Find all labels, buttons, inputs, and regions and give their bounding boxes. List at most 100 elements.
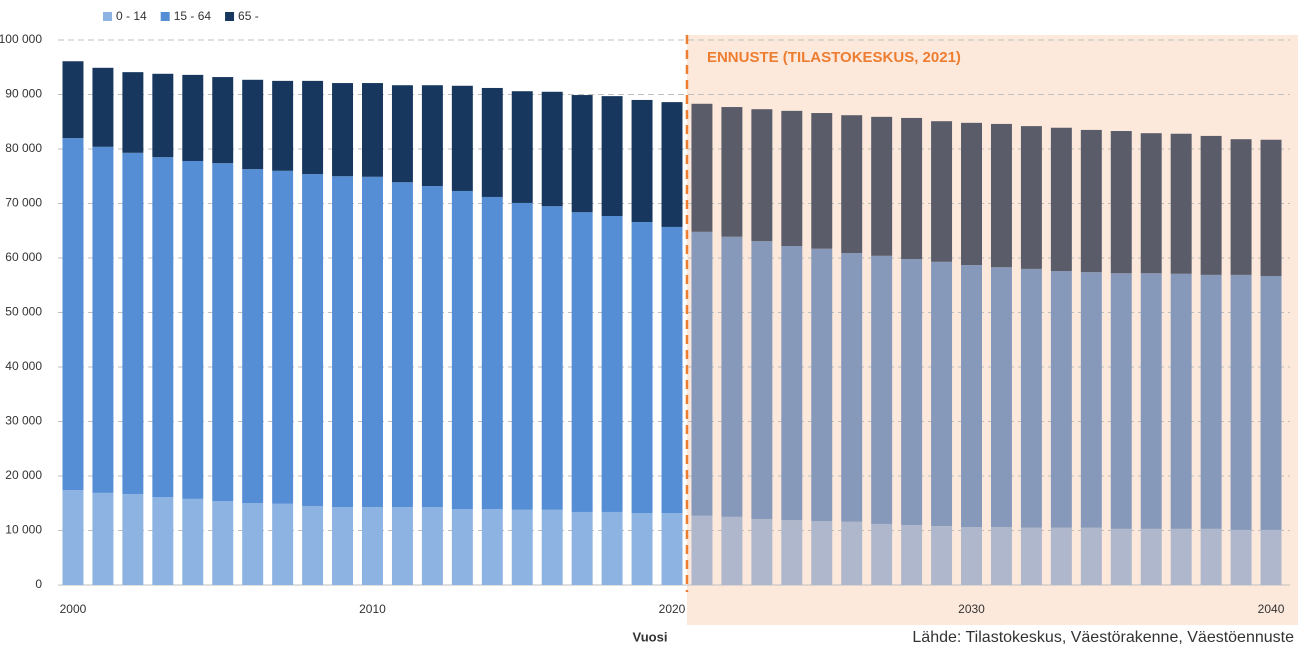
bar-segment — [811, 521, 833, 585]
bar-segment — [841, 115, 863, 254]
bar-segment — [272, 170, 294, 504]
bar-segment — [62, 61, 84, 139]
bar-segment — [1020, 268, 1042, 528]
bar-segment — [1020, 527, 1042, 585]
bar-segment — [451, 190, 473, 510]
bar-segment — [721, 107, 743, 237]
bar-segment — [661, 102, 683, 227]
y-tick-label: 50 000 — [5, 305, 42, 319]
bar-segment — [1200, 274, 1222, 529]
bar-segment — [990, 527, 1012, 585]
y-tick-label: 30 000 — [5, 414, 42, 428]
bar-segment — [841, 253, 863, 522]
bar-segment — [242, 79, 264, 170]
bar-segment — [1110, 528, 1132, 585]
bar-segment — [152, 73, 174, 158]
bar-segment — [601, 511, 623, 585]
bar-segment — [1170, 133, 1192, 274]
bar-segment — [62, 138, 84, 491]
bar-segment — [781, 520, 803, 585]
bar-segment — [871, 116, 893, 256]
bar-segment — [122, 152, 144, 494]
bar-segment — [421, 85, 443, 187]
bar-segment — [122, 72, 144, 153]
bar-segment — [182, 160, 204, 499]
bar-segment — [931, 261, 953, 527]
bar-segment — [901, 117, 923, 260]
bar-segment — [332, 83, 354, 177]
bar-segment — [961, 527, 982, 585]
bar-segment — [511, 202, 533, 510]
bar-segment — [691, 103, 713, 232]
legend-label: 0 - 14 — [116, 9, 147, 23]
legend-swatch — [103, 12, 112, 21]
bar-segment — [721, 236, 743, 517]
y-tick-label: 80 000 — [5, 141, 42, 155]
bar-segment — [302, 174, 324, 506]
bar-segment — [1230, 139, 1252, 275]
bar-segment — [1230, 529, 1252, 585]
bar-segment — [691, 515, 713, 585]
y-tick-label: 20 000 — [5, 468, 42, 482]
bar-segment — [1140, 528, 1162, 585]
bar-segment — [212, 77, 234, 164]
bar-segment — [631, 513, 653, 585]
bar-segment — [391, 507, 413, 585]
x-tick-label: 2030 — [958, 602, 985, 616]
bar-segment — [481, 196, 503, 510]
x-tick-label: 2040 — [1258, 602, 1285, 616]
bar-segment — [92, 67, 114, 147]
bar-segment — [451, 509, 473, 585]
bar-segment — [1050, 127, 1072, 272]
bar-segment — [1170, 273, 1192, 529]
bar-segment — [302, 505, 324, 585]
bar-segment — [751, 519, 773, 585]
bar-segment — [751, 109, 773, 242]
bar-segment — [571, 212, 593, 512]
x-tick-label: 2000 — [60, 602, 87, 616]
bar-segment — [451, 85, 473, 191]
bar-segment — [631, 222, 653, 514]
bar-segment — [481, 509, 503, 585]
bar-segment — [990, 267, 1012, 528]
legend-swatch — [160, 12, 170, 21]
y-tick-label: 40 000 — [5, 359, 42, 373]
bar-segment — [661, 226, 683, 514]
bar-segment — [152, 157, 174, 498]
y-tick-label: 70 000 — [5, 196, 42, 210]
bar-segment — [391, 85, 413, 183]
bar-segment — [212, 501, 234, 585]
bar-segment — [1110, 131, 1132, 274]
bar-segment — [931, 526, 953, 585]
bar-segment — [362, 176, 383, 508]
bar-segment — [1050, 527, 1072, 585]
bar-segment — [661, 513, 683, 585]
bar-segment — [691, 231, 713, 516]
legend-swatch — [225, 12, 235, 21]
forecast-label: ENNUSTE (TILASTOKESKUS, 2021) — [707, 49, 961, 66]
bar-segment — [541, 206, 563, 510]
bar-segment — [1080, 129, 1102, 273]
bar-segment — [601, 216, 623, 512]
bar-segment — [242, 169, 264, 504]
bar-segment — [571, 511, 593, 585]
bar-segment — [362, 83, 383, 177]
y-tick-label: 100 000 — [0, 32, 42, 46]
source: Lähde: Tilastokeskus, Väestörakenne, Väe… — [912, 629, 1294, 646]
y-tick-label: 0 — [35, 577, 42, 591]
bar-segment — [332, 176, 354, 508]
bar-segment — [1020, 126, 1042, 269]
bar-segment — [721, 516, 743, 585]
bar-segment — [302, 80, 324, 175]
legend-label: 15 - 64 — [174, 9, 212, 23]
bar-segment — [541, 509, 563, 585]
bar-segment — [92, 146, 114, 493]
y-tick-label: 10 000 — [5, 523, 42, 537]
bar-segment — [781, 246, 803, 521]
legend-label: 65 - — [238, 9, 259, 23]
bar-segment — [901, 525, 923, 585]
bar-segment — [332, 507, 354, 585]
bar-segment — [272, 80, 294, 171]
bar-segment — [1200, 528, 1222, 585]
